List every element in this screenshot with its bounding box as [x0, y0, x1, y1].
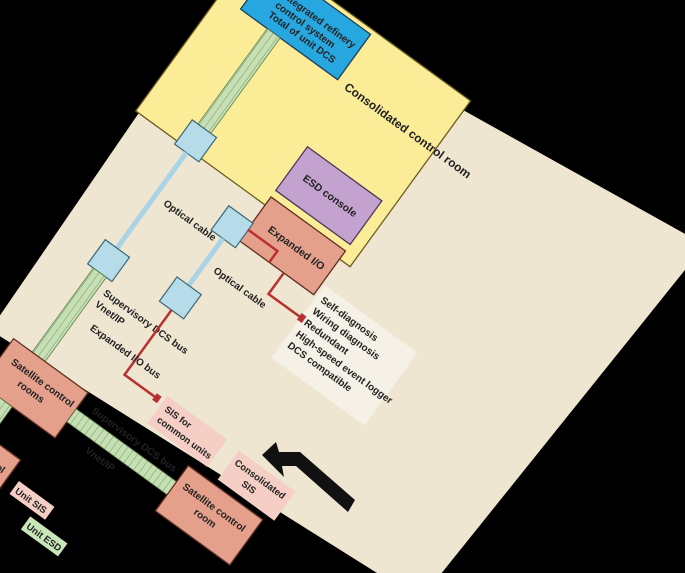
expanded-io-line-end [296, 313, 307, 324]
expanded-io-bus-end [152, 393, 162, 404]
optical-cable-2 [186, 237, 225, 287]
refinery-control-box [239, 0, 372, 81]
rotated-diagram-group: Consolidated control room Integrated ref… [0, 0, 474, 566]
vnet-bus-left [0, 396, 13, 439]
satellite-room-left [0, 404, 22, 507]
expanded-io-box [238, 196, 347, 296]
expanded-io-line-top [247, 228, 280, 264]
esd-console-box [274, 145, 383, 246]
direction-arrow-icon [262, 442, 355, 512]
consolidated-sis-box [217, 450, 296, 521]
unit-esd-box [20, 516, 68, 557]
feature-list-box [271, 285, 418, 426]
sis-common-box [147, 395, 228, 467]
satellite-room-right [154, 464, 264, 566]
optical-cable-1 [114, 151, 189, 250]
expanded-io-bus-line [122, 309, 173, 399]
expanded-io-line-right [266, 272, 302, 319]
unit-sis-box [9, 480, 55, 520]
consolidated-control-room [134, 0, 472, 268]
